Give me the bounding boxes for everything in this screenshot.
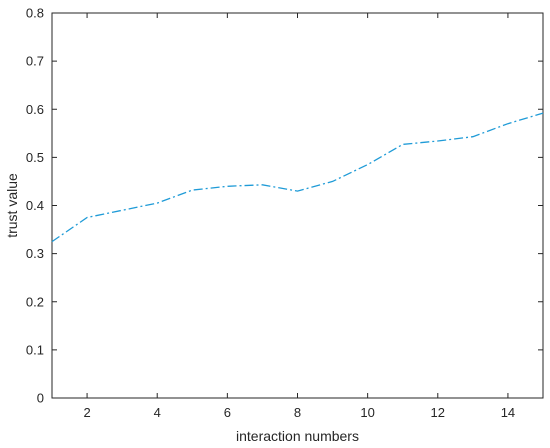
x-tick-label: 4 bbox=[154, 405, 161, 420]
y-tick-label: 0.7 bbox=[26, 54, 44, 69]
x-tick-label: 8 bbox=[294, 405, 301, 420]
x-tick-label: 6 bbox=[224, 405, 231, 420]
x-tick-label: 14 bbox=[501, 405, 515, 420]
x-tick-label: 2 bbox=[83, 405, 90, 420]
y-axis-label: trust value bbox=[4, 173, 20, 238]
y-tick-label: 0.5 bbox=[26, 150, 44, 165]
y-tick-label: 0.2 bbox=[26, 294, 44, 309]
y-tick-label: 0 bbox=[37, 391, 44, 406]
x-tick-label: 12 bbox=[431, 405, 445, 420]
y-tick-label: 0.6 bbox=[26, 102, 44, 117]
y-tick-label: 0.1 bbox=[26, 342, 44, 357]
x-axis-label: interaction numbers bbox=[236, 428, 359, 444]
y-tick-label: 0.3 bbox=[26, 246, 44, 261]
x-tick-label: 10 bbox=[360, 405, 374, 420]
y-tick-label: 0.4 bbox=[26, 198, 44, 213]
series-line-0 bbox=[51, 112, 544, 243]
y-tick-label: 0.8 bbox=[26, 6, 44, 21]
plot-area-frame bbox=[51, 12, 544, 399]
